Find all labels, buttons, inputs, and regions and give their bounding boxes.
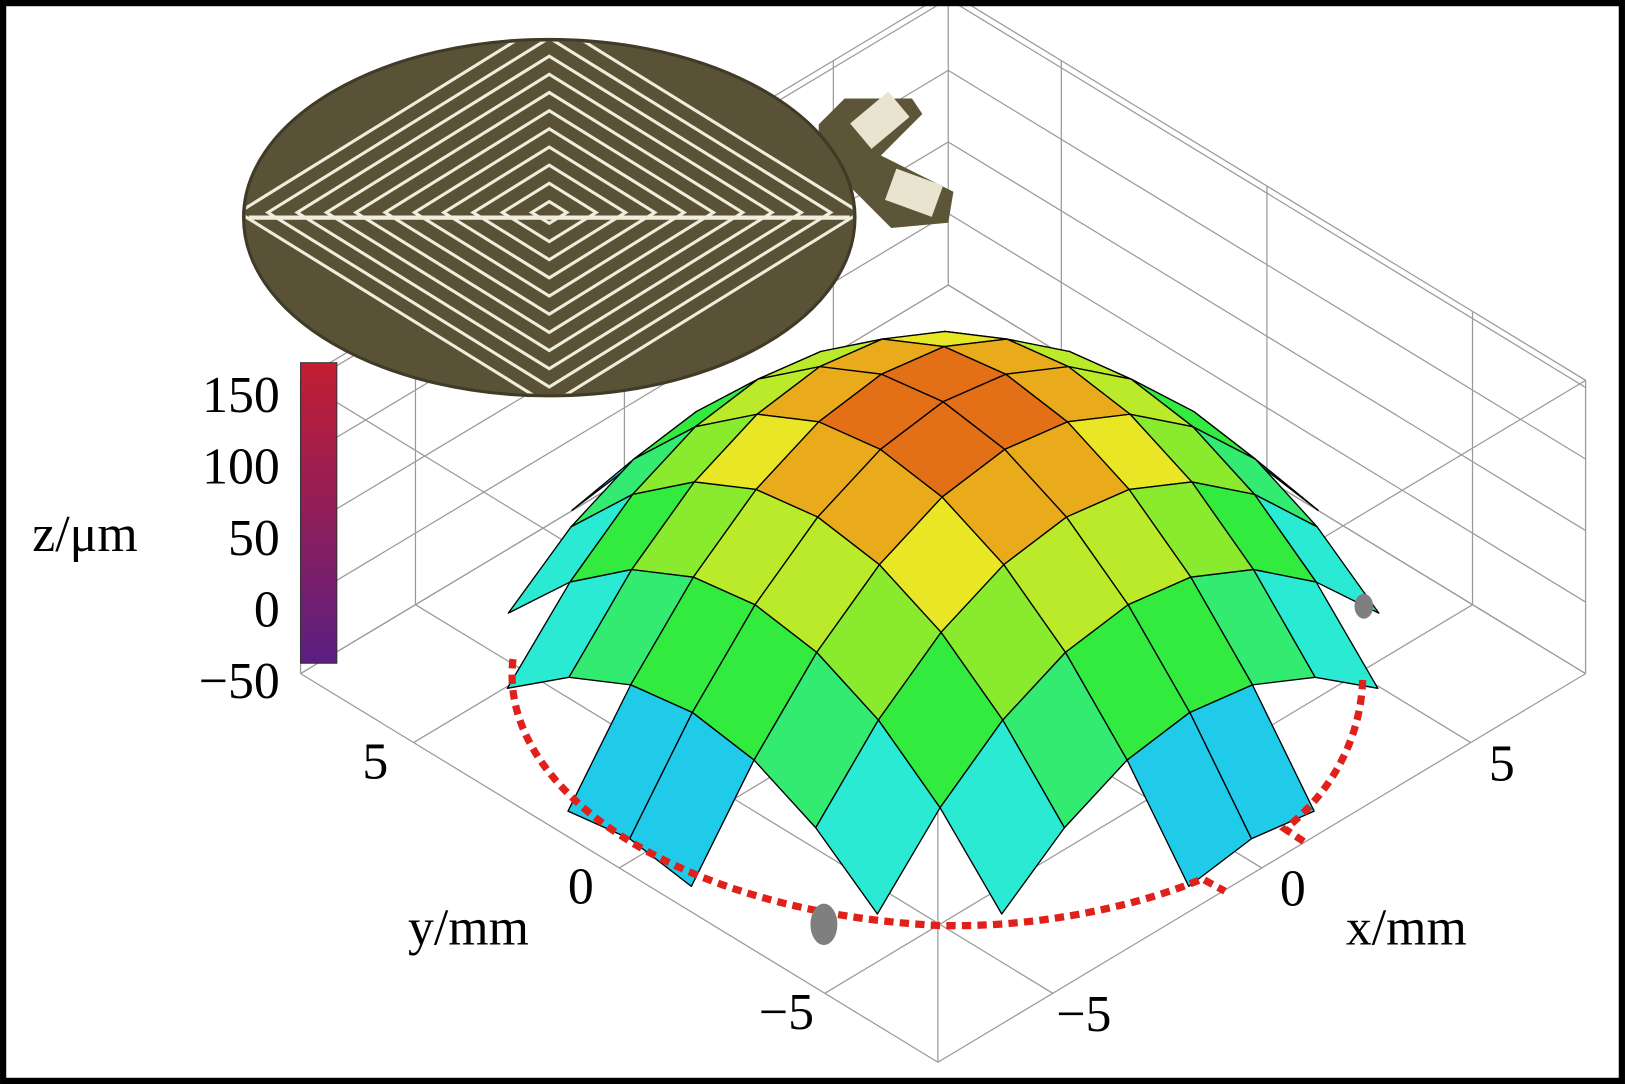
grid-line: [300, 141, 1586, 532]
sensor-outline: [508, 658, 1227, 930]
heater-pad: [885, 168, 944, 217]
y-tick-label: 5: [362, 733, 388, 790]
marker-blob: [1354, 593, 1374, 619]
surface: [506, 330, 1380, 915]
heater-photo: [242, 37, 954, 398]
heater-pad: [850, 91, 910, 149]
z-tick-label: 50: [228, 510, 280, 567]
sensor-outline: [1278, 673, 1367, 845]
x-axis-title: x/mm: [1346, 900, 1467, 957]
y-tick-label: −5: [759, 984, 814, 1041]
x-tick-label: 0: [1280, 861, 1306, 918]
z-tick-label: 100: [202, 438, 280, 495]
marker-blob: [810, 903, 838, 946]
colorbar: [300, 362, 338, 664]
surface-patch: [815, 719, 941, 915]
z-tick-label: 0: [254, 581, 280, 638]
grid-line: [300, 284, 1586, 675]
y-tick-label: 0: [568, 859, 594, 916]
x-tick-label: −5: [1056, 986, 1111, 1043]
surface-patch: [939, 719, 1066, 915]
z-tick-label: 150: [202, 367, 280, 424]
z-tick-label: −50: [199, 653, 280, 710]
y-axis-title: y/mm: [408, 900, 529, 957]
x-tick-label: 5: [1489, 735, 1515, 792]
surface-patch: [1126, 711, 1253, 888]
z-axis-title: z/μm: [32, 506, 137, 563]
